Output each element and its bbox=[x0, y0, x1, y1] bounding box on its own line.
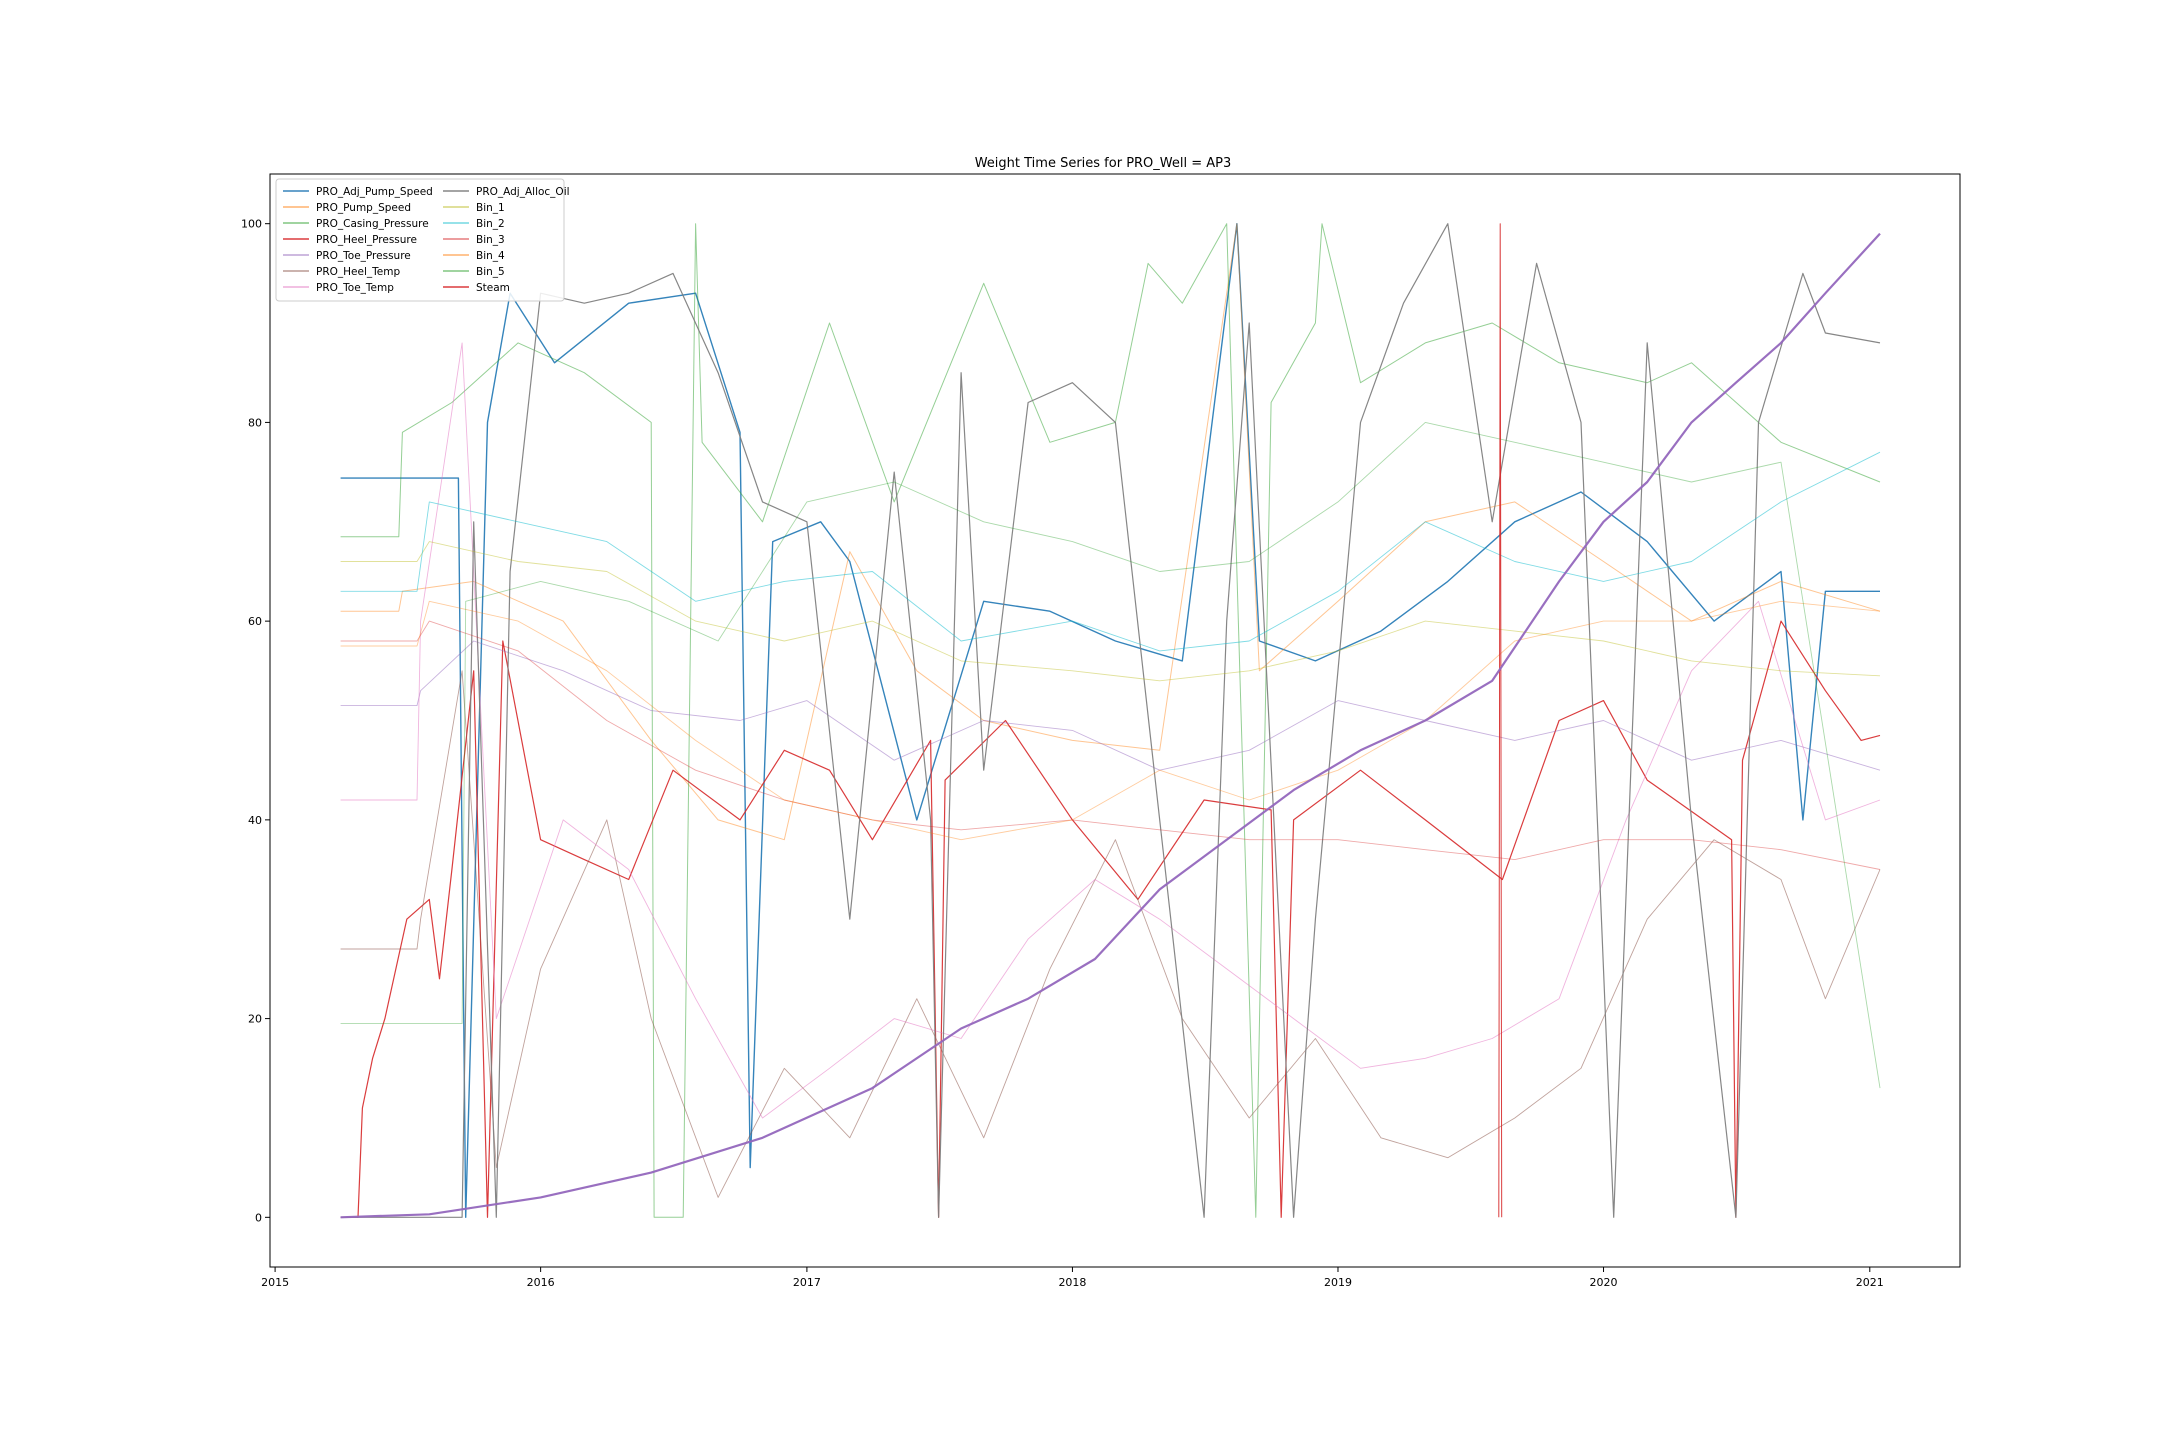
series-line-bin-4 bbox=[340, 600, 1881, 841]
series-line-pro-casing-pressure bbox=[340, 223, 1881, 1218]
legend-entry: PRO_Adj_Alloc_Oil bbox=[476, 186, 570, 198]
series-line-pro-toe-pressure bbox=[340, 640, 1881, 771]
y-tick-label: 20 bbox=[248, 1013, 262, 1026]
x-tick-label: 2020 bbox=[1590, 1276, 1618, 1289]
x-tick-label: 2016 bbox=[527, 1276, 555, 1289]
y-tick-label: 60 bbox=[248, 615, 262, 628]
axes-frame bbox=[269, 173, 1961, 1268]
x-tick-label: 2019 bbox=[1324, 1276, 1352, 1289]
y-tick-label: 0 bbox=[255, 1211, 262, 1224]
series-line-steam bbox=[1498, 223, 1503, 1218]
series-line-pro-pump-speed bbox=[340, 223, 1881, 841]
legend-entry: PRO_Heel_Temp bbox=[316, 266, 400, 278]
x-axis: 2015 2016 2017 2018 2019 2020 2021 bbox=[261, 1267, 1884, 1289]
legend-entry: PRO_Heel_Pressure bbox=[316, 234, 417, 246]
legend: PRO_Adj_Pump_Speed PRO_Pump_Speed PRO_Casi… bbox=[275, 178, 570, 302]
series-line-bin-2 bbox=[340, 451, 1881, 652]
series-line-bin-1 bbox=[340, 541, 1881, 682]
legend-entry: PRO_Casing_Pressure bbox=[316, 218, 429, 230]
legend-entry: PRO_Pump_Speed bbox=[316, 202, 411, 214]
y-tick-label: 100 bbox=[241, 218, 262, 231]
legend-entry: Bin_4 bbox=[476, 250, 505, 262]
chart-title: Weight Time Series for PRO_Well = AP3 bbox=[975, 156, 1232, 171]
legend-frame bbox=[275, 178, 565, 302]
legend-entry: PRO_Adj_Pump_Speed bbox=[316, 186, 433, 198]
series-line-pro-heel-temp bbox=[340, 670, 1881, 1198]
x-tick-label: 2018 bbox=[1058, 1276, 1086, 1289]
y-tick-label: 40 bbox=[248, 814, 262, 827]
series-line-pro-adj-alloc-oil bbox=[340, 223, 1881, 1218]
series-line-pro-adj-pump-speed bbox=[340, 223, 1880, 1218]
legend-entry: Bin_3 bbox=[476, 234, 505, 246]
unlabeled-series-line-1 bbox=[340, 232, 1881, 1219]
legend-entry: PRO_Toe_Temp bbox=[316, 282, 394, 294]
legend-entry: PRO_Toe_Pressure bbox=[316, 250, 411, 262]
legend-entry: Bin_2 bbox=[476, 218, 505, 230]
series-line-bin-5 bbox=[340, 421, 1881, 1089]
series-line-pro-toe-temp bbox=[340, 342, 1881, 1119]
legend-entry: Bin_1 bbox=[476, 202, 505, 214]
y-tick-label: 80 bbox=[248, 416, 262, 429]
y-axis: 0 20 40 60 80 100 bbox=[241, 218, 270, 1224]
series-line-bin-3 bbox=[340, 620, 1881, 870]
legend-entry: Steam bbox=[476, 282, 510, 294]
legend-entry: Bin_5 bbox=[476, 266, 505, 278]
x-tick-label: 2021 bbox=[1856, 1276, 1884, 1289]
x-tick-label: 2015 bbox=[261, 1276, 289, 1289]
plot-area bbox=[340, 223, 1881, 1219]
x-tick-label: 2017 bbox=[793, 1276, 821, 1289]
